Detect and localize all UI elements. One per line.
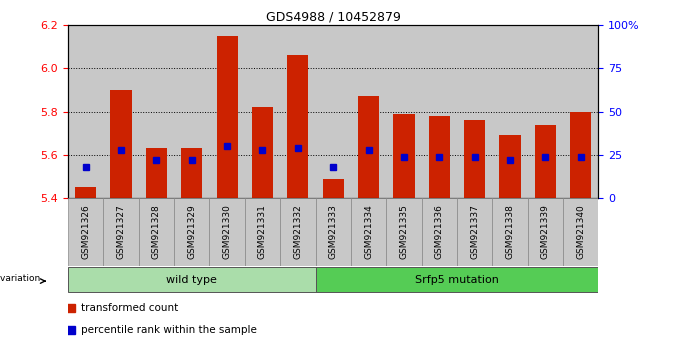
- Text: percentile rank within the sample: percentile rank within the sample: [81, 325, 256, 335]
- Text: GSM921332: GSM921332: [293, 205, 303, 259]
- FancyBboxPatch shape: [386, 198, 422, 266]
- FancyBboxPatch shape: [528, 198, 563, 266]
- Bar: [534, 125, 556, 198]
- Text: GSM921336: GSM921336: [435, 204, 444, 259]
- Bar: [464, 120, 486, 198]
- Bar: [174, 25, 209, 198]
- Bar: [209, 25, 245, 198]
- FancyBboxPatch shape: [174, 198, 209, 266]
- Bar: [216, 36, 238, 198]
- FancyBboxPatch shape: [68, 198, 103, 266]
- Bar: [351, 25, 386, 198]
- FancyBboxPatch shape: [351, 198, 386, 266]
- Bar: [492, 25, 528, 198]
- Bar: [280, 25, 316, 198]
- Text: GSM921335: GSM921335: [399, 204, 409, 259]
- FancyBboxPatch shape: [316, 267, 598, 292]
- Bar: [428, 116, 450, 198]
- Text: GSM921339: GSM921339: [541, 204, 550, 259]
- Bar: [570, 112, 592, 198]
- Text: GSM921329: GSM921329: [187, 205, 197, 259]
- Bar: [386, 25, 422, 198]
- Bar: [287, 55, 309, 198]
- Bar: [563, 25, 598, 198]
- FancyBboxPatch shape: [563, 198, 598, 266]
- Text: GSM921327: GSM921327: [116, 205, 126, 259]
- Title: GDS4988 / 10452879: GDS4988 / 10452879: [266, 11, 401, 24]
- Bar: [393, 114, 415, 198]
- Bar: [457, 25, 492, 198]
- Bar: [146, 148, 167, 198]
- Bar: [68, 25, 103, 198]
- FancyBboxPatch shape: [139, 198, 174, 266]
- Text: Srfp5 mutation: Srfp5 mutation: [415, 275, 499, 285]
- Text: GSM921338: GSM921338: [505, 204, 515, 259]
- Bar: [103, 25, 139, 198]
- Bar: [252, 107, 273, 198]
- FancyBboxPatch shape: [68, 267, 316, 292]
- Text: GSM921331: GSM921331: [258, 204, 267, 259]
- Bar: [181, 148, 203, 198]
- FancyBboxPatch shape: [209, 198, 245, 266]
- Text: GSM921334: GSM921334: [364, 205, 373, 259]
- Bar: [499, 135, 521, 198]
- Text: GSM921340: GSM921340: [576, 205, 585, 259]
- Bar: [322, 179, 344, 198]
- FancyBboxPatch shape: [245, 198, 280, 266]
- Text: transformed count: transformed count: [81, 303, 178, 313]
- FancyBboxPatch shape: [492, 198, 528, 266]
- Text: GSM921337: GSM921337: [470, 204, 479, 259]
- FancyBboxPatch shape: [457, 198, 492, 266]
- Bar: [316, 25, 351, 198]
- Text: GSM921333: GSM921333: [328, 204, 338, 259]
- Bar: [422, 25, 457, 198]
- Text: wild type: wild type: [167, 275, 217, 285]
- Text: GSM921326: GSM921326: [81, 205, 90, 259]
- Text: genotype/variation: genotype/variation: [0, 274, 41, 283]
- Bar: [75, 187, 97, 198]
- FancyBboxPatch shape: [422, 198, 457, 266]
- Bar: [528, 25, 563, 198]
- Text: GSM921328: GSM921328: [152, 205, 161, 259]
- FancyBboxPatch shape: [280, 198, 316, 266]
- Bar: [358, 96, 379, 198]
- Bar: [245, 25, 280, 198]
- FancyBboxPatch shape: [316, 198, 351, 266]
- Bar: [110, 90, 132, 198]
- FancyBboxPatch shape: [103, 198, 139, 266]
- Bar: [139, 25, 174, 198]
- Text: GSM921330: GSM921330: [222, 204, 232, 259]
